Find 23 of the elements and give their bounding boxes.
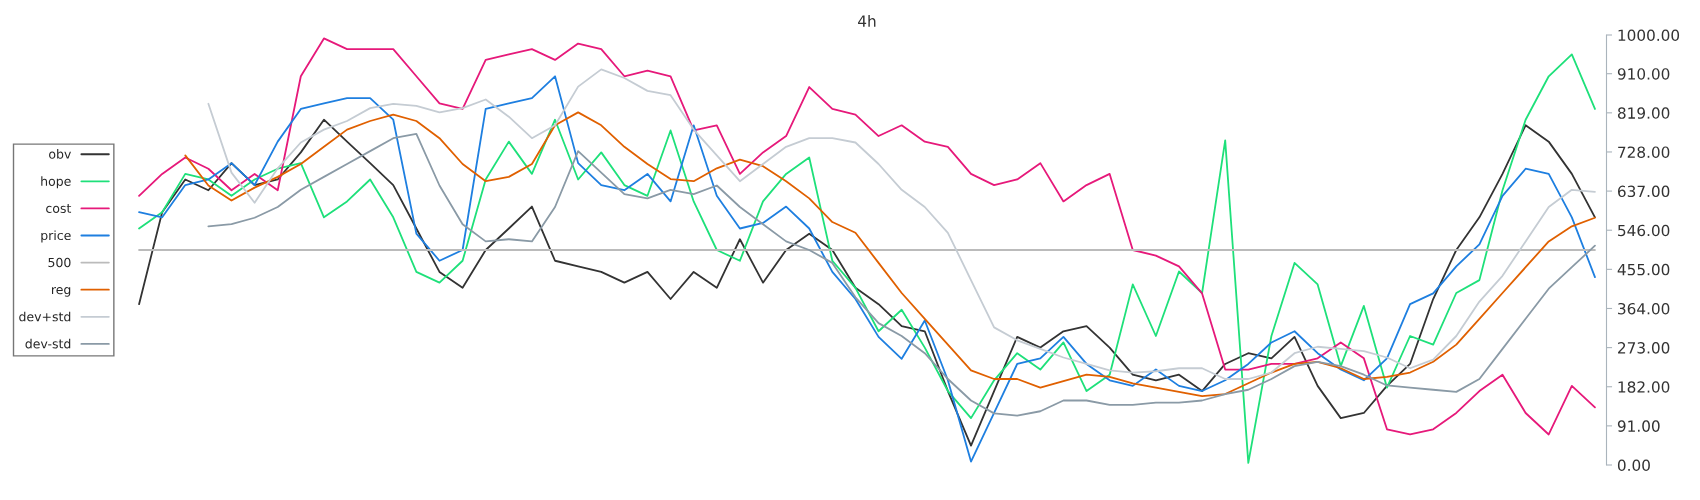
legend-label: dev+std [19, 311, 71, 322]
chart-title: 4h [858, 15, 876, 27]
line-series [207, 68, 1596, 380]
y-tick-label: 910.00 [1617, 68, 1670, 80]
y-tick-label: 273.00 [1618, 342, 1670, 354]
legend-label: dev-std [25, 338, 71, 349]
y-tick-label: 546.00 [1618, 224, 1670, 237]
y-tick-label: 364.00 [1618, 302, 1670, 315]
y-tick-label: 728.00 [1618, 146, 1670, 158]
legend-label: reg [52, 287, 71, 297]
y-tick-label: 637.00 [1617, 185, 1670, 198]
legend-label: cost [46, 204, 72, 213]
y-tick-label: 455.00 [1617, 263, 1670, 276]
legend-label: obv [49, 149, 71, 159]
line-series [138, 118, 1596, 447]
y-tick-label: 182.00 [1618, 381, 1670, 393]
legend-label: 500 [48, 257, 71, 268]
y-tick-label: 1000.00 [1618, 29, 1680, 42]
y-tick-label: 819.00 [1617, 107, 1670, 119]
y-tick-label: 0.00 [1617, 459, 1650, 472]
legend-label: price [41, 230, 71, 243]
legend-label: hope [41, 176, 71, 189]
y-tick-label: 91.00 [1617, 420, 1660, 432]
